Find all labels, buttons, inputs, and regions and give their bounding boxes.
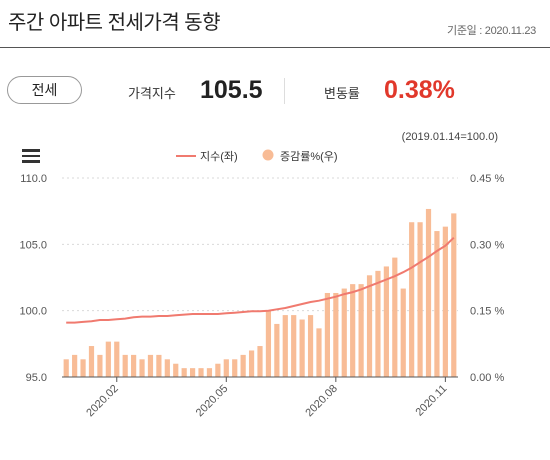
change-rate-bar [383,266,389,377]
change-rate-bar [366,275,373,377]
change-rate-bar [350,284,356,377]
change-rate-bar [198,368,204,377]
change-rate-bar [248,350,255,377]
page-title: 주간 아파트 전세가격 동향 [8,12,221,34]
change-rate-bar [240,354,246,377]
change-rate-bar [282,315,288,377]
change-rate-bar [173,363,179,377]
change-rate-bar [63,359,69,377]
change-rate-bar [72,354,78,377]
change-rate-bar [147,354,154,377]
legend-change-label: 증감률%(우) [280,150,338,163]
change-rate-bar [114,341,120,377]
change-rate-bar [97,354,103,377]
change-rate-bar [417,222,423,377]
left-axis-tick-label: 95.0 [26,372,47,384]
change-rate-bar [131,354,137,377]
change-rate-bar [139,359,145,377]
change-rate-bar [122,354,128,377]
jeonse-tab-button[interactable]: 전세 [7,76,82,104]
change-rate-bar [80,359,86,377]
header-divider [0,47,550,48]
change-rate-bar [451,213,457,377]
base-index-note: (2019.01.14=100.0) [401,131,498,143]
change-rate-bar [223,359,229,377]
x-axis-tick-label: 2020.11 [413,383,449,419]
right-axis-tick-label: 0.45 % [470,173,504,185]
right-axis-tick-label: 0.30 % [470,239,504,251]
change-rate-bar [156,354,162,377]
change-rate-bar [341,288,347,377]
x-axis-tick-label: 2020.02 [84,383,121,420]
legend-index-label: 지수(좌) [200,150,238,163]
change-rate-bar [333,292,339,377]
change-rate-bar [164,359,170,377]
change-rate-bar [425,208,432,377]
x-axis-tick-label: 2020.08 [303,383,340,420]
change-rate-bar [257,346,263,377]
change-rate-bar [316,328,322,377]
change-rate-bar [392,257,398,377]
summary-separator [284,78,285,104]
right-axis-tick-label: 0.00 % [470,372,504,384]
change-rate-bar [409,222,415,377]
change-rate-bar [400,288,406,377]
change-rate-bar [215,363,221,377]
index-label: 가격지수 [128,86,176,101]
change-rate-bar [206,368,213,377]
change-rate-bar [88,346,95,377]
change-rate-bar [181,368,187,377]
x-axis-tick-label: 2020.05 [194,383,231,420]
change-rate-bar [274,323,280,377]
base-date: 기준일 : 2020.11.23 [447,25,536,37]
change-rate-bar [324,292,331,377]
change-rate-bar [307,315,314,377]
change-rate-bar [265,310,272,377]
change-rate-bar [291,315,297,377]
change-rate-bar [232,359,238,377]
change-rate-bar [375,270,381,377]
left-axis-tick-label: 105.0 [19,239,47,251]
change-rate-bar [442,226,448,377]
right-axis-tick-label: 0.15 % [470,306,504,318]
change-rate-bar [189,368,196,377]
index-value: 105.5 [200,76,263,104]
change-rate-bar [105,341,111,377]
left-axis-tick-label: 100.0 [19,306,47,318]
change-rate-bar [299,319,305,377]
left-axis-tick-label: 110.0 [20,173,47,185]
change-rate-bar [358,284,364,377]
legend-bar-swatch [262,149,274,161]
hamburger-menu-icon[interactable] [22,149,40,163]
change-rate-label: 변동률 [324,86,360,101]
change-rate-bar [434,231,440,377]
change-rate-value: 0.38% [384,76,455,104]
index-line [66,236,455,324]
